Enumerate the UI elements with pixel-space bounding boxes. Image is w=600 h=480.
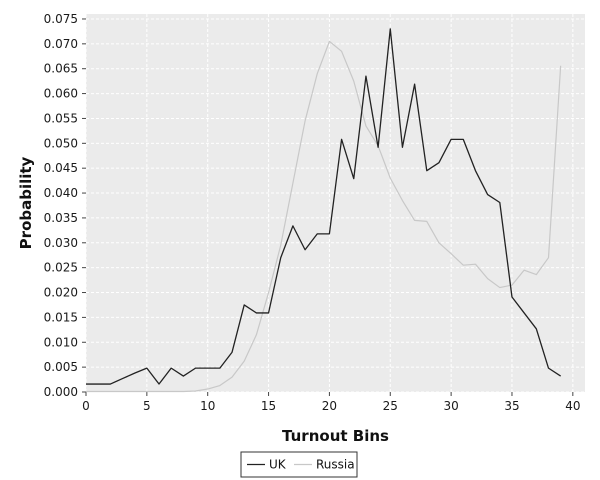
y-tick-label: 0.030 [44, 236, 78, 250]
series-line-russia [86, 40, 562, 393]
y-tick-label: 0.065 [44, 62, 78, 76]
legend-label-uk: UK [269, 458, 287, 472]
x-tick-label: 10 [200, 399, 215, 413]
y-tick-label: 0.025 [44, 261, 78, 275]
y-axis-title: Probability [17, 156, 35, 249]
x-tick-label: 35 [504, 399, 519, 413]
x-axis-title: Turnout Bins [282, 427, 389, 445]
y-tick-label: 0.045 [44, 161, 78, 175]
series-layer [86, 28, 562, 393]
x-tick-label: 30 [443, 399, 458, 413]
y-tick-label: 0.015 [44, 310, 78, 324]
plot-area [86, 14, 585, 392]
x-tick-label: 15 [261, 399, 276, 413]
x-tick-label: 0 [82, 399, 90, 413]
y-tick-label: 0.005 [44, 360, 78, 374]
y-tick-label: 0.020 [44, 286, 78, 300]
x-tick-label: 5 [143, 399, 151, 413]
grid [85, 14, 585, 393]
series-line-uk [86, 28, 562, 385]
y-tick-label: 0.060 [44, 87, 78, 101]
y-tick-label: 0.040 [44, 186, 78, 200]
axes: 0.000 0.005 0.010 0.015 0.020 0.025 0.030 0.035… [44, 12, 581, 413]
x-tick-label: 25 [383, 399, 398, 413]
y-tick-label: 0.035 [44, 211, 78, 225]
y-tick-label: 0.010 [44, 335, 78, 349]
x-tick-label: 20 [322, 399, 337, 413]
y-tick-label: 0.050 [44, 136, 78, 150]
y-tick-label: 0.070 [44, 37, 78, 51]
legend: UK Russia [240, 451, 358, 478]
x-tick-label: 40 [565, 399, 580, 413]
legend-label-russia: Russia [316, 458, 355, 472]
y-tick-label: 0.075 [44, 12, 78, 26]
y-tick-label: 0.000 [44, 385, 78, 399]
y-tick-label: 0.055 [44, 111, 78, 125]
